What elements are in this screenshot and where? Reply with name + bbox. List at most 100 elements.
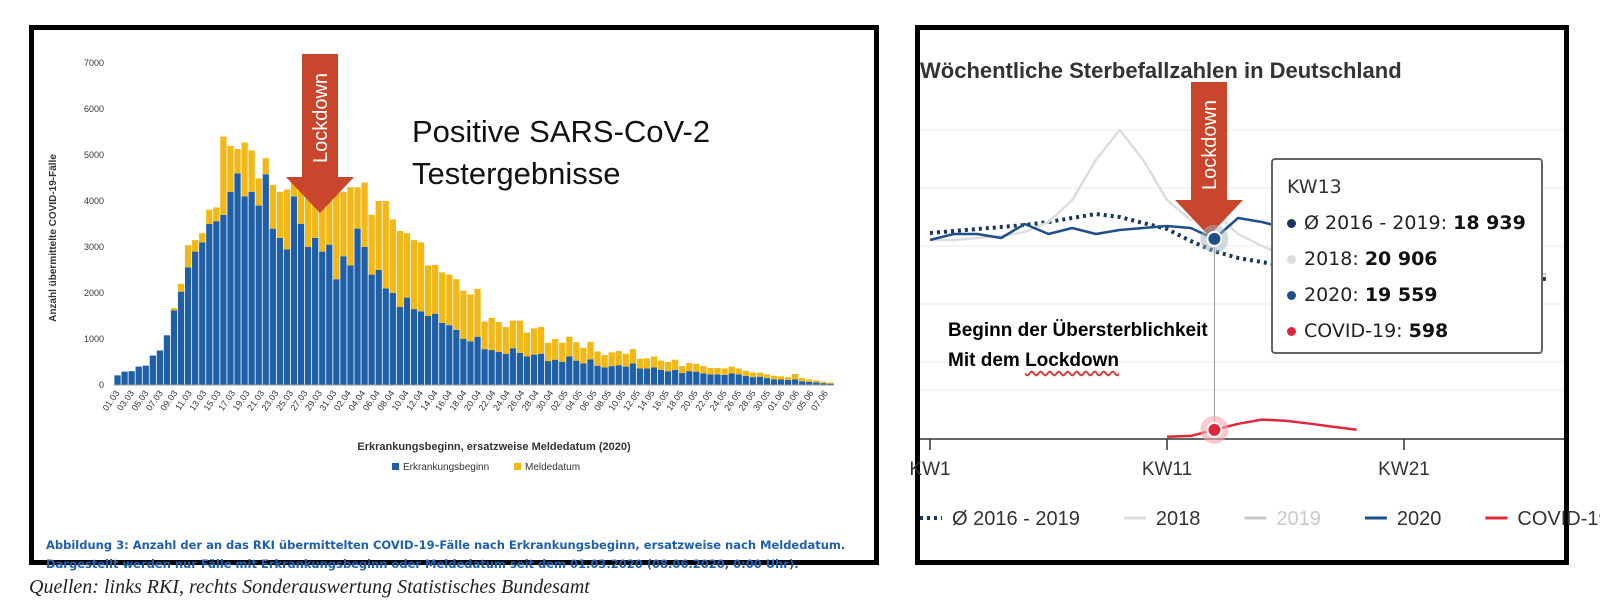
bar-erkrankungsbeginn xyxy=(587,359,594,385)
bar-erkrankungsbeginn xyxy=(523,356,531,385)
bar-erkrankungsbeginn xyxy=(700,373,707,385)
chart-title-line2: Testergebnisse xyxy=(412,156,621,191)
bar-erkrankungsbeginn xyxy=(312,237,319,385)
bar-meldedatum xyxy=(220,136,227,215)
bar-meldedatum xyxy=(184,245,192,268)
bar-meldedatum xyxy=(544,342,552,362)
bar-meldedatum xyxy=(700,366,707,374)
destatis-chart-panel: Wöchentliche Sterbefallzahlen in Deutsch… xyxy=(909,25,1600,565)
bar-meldedatum xyxy=(269,184,276,229)
bar-erkrankungsbeginn xyxy=(340,256,347,385)
bar-meldedatum xyxy=(389,219,396,293)
bar-meldedatum xyxy=(721,368,728,375)
y-tick-label: 7000 xyxy=(84,58,104,68)
bar-erkrankungsbeginn xyxy=(177,291,185,385)
bar-erkrankungsbeginn xyxy=(206,224,213,385)
bar-erkrankungsbeginn xyxy=(502,353,509,385)
lockdown-label: Lockdown xyxy=(1199,100,1221,190)
bar-erkrankungsbeginn xyxy=(749,377,756,385)
series-line xyxy=(929,212,1547,281)
bar-erkrankungsbeginn xyxy=(382,288,389,385)
bar-erkrankungsbeginn xyxy=(396,306,404,385)
bar-erkrankungsbeginn xyxy=(530,354,538,385)
bar-erkrankungsbeginn xyxy=(234,173,241,385)
bar-erkrankungsbeginn xyxy=(537,353,545,385)
bar-meldedatum xyxy=(326,191,333,245)
bar-erkrankungsbeginn xyxy=(742,375,749,385)
bar-meldedatum xyxy=(664,362,672,372)
bar-meldedatum xyxy=(573,342,580,361)
bar-meldedatum xyxy=(516,320,524,353)
bar-erkrankungsbeginn xyxy=(283,249,291,385)
bar-meldedatum xyxy=(650,356,658,368)
bar-meldedatum xyxy=(460,290,467,339)
bar-meldedatum xyxy=(439,272,446,323)
y-tick-label: 0 xyxy=(99,380,104,390)
bar-meldedatum xyxy=(227,145,234,192)
bar-erkrankungsbeginn xyxy=(693,371,700,385)
bar-erkrankungsbeginn xyxy=(707,374,714,385)
bar-meldedatum xyxy=(396,230,404,307)
bar-erkrankungsbeginn xyxy=(192,251,199,385)
bar-erkrankungsbeginn xyxy=(784,379,792,385)
bar-erkrankungsbeginn xyxy=(326,244,333,385)
lockdown-label: Lockdown xyxy=(310,73,332,163)
excess-mortality-note: Beginn der Übersterblichkeit Mit dem Loc… xyxy=(948,316,1208,376)
bar-erkrankungsbeginn xyxy=(403,297,411,385)
bar-erkrankungsbeginn xyxy=(184,267,192,385)
bar-erkrankungsbeginn xyxy=(763,378,771,385)
bar-meldedatum xyxy=(629,349,636,364)
bar-meldedatum xyxy=(827,382,834,384)
bar-meldedatum xyxy=(333,191,340,280)
bar-meldedatum xyxy=(735,368,742,375)
bar-erkrankungsbeginn xyxy=(375,270,382,385)
bar-erkrankungsbeginn xyxy=(629,363,636,385)
legend-label: COVID-19 xyxy=(1517,508,1600,530)
bar-erkrankungsbeginn xyxy=(446,325,453,385)
bar-erkrankungsbeginn xyxy=(297,224,305,385)
bar-meldedatum xyxy=(213,207,220,222)
bar-erkrankungsbeginn xyxy=(368,274,375,385)
bar-meldedatum xyxy=(784,377,792,380)
bar-erkrankungsbeginn xyxy=(361,247,368,385)
bar-meldedatum xyxy=(615,350,622,366)
bar-meldedatum xyxy=(587,341,594,360)
bar-meldedatum xyxy=(580,347,587,364)
bar-meldedatum xyxy=(297,182,305,224)
y-tick-label: 4000 xyxy=(84,196,104,206)
bar-meldedatum xyxy=(813,380,820,383)
bar-meldedatum xyxy=(319,187,326,252)
bar-meldedatum xyxy=(403,233,411,298)
bar-meldedatum xyxy=(340,191,347,257)
bar-meldedatum xyxy=(636,358,644,369)
y-tick-label: 5000 xyxy=(84,150,104,160)
bar-meldedatum xyxy=(495,321,502,352)
tooltip: KW13 Ø 2016 - 2019: 18 939 2018: 20 906 … xyxy=(1271,158,1543,354)
bar-meldedatum xyxy=(756,372,764,377)
bar-meldedatum xyxy=(361,182,368,247)
bar-meldedatum xyxy=(290,181,298,197)
rki-chart-panel: 0 1000 2000 3000 4000 5000 6000 7000 01.03 03.03… xyxy=(29,25,879,571)
x-tick-label: KW1 xyxy=(909,459,950,480)
bar-erkrankungsbeginn xyxy=(615,365,622,385)
bar-meldedatum xyxy=(552,339,559,360)
bar-meldedatum xyxy=(707,367,714,375)
bar-erkrankungsbeginn xyxy=(453,329,460,385)
bar-erkrankungsbeginn xyxy=(509,348,516,385)
bar-erkrankungsbeginn xyxy=(474,336,481,385)
tooltip-row-covid: COVID-19: 598 xyxy=(1287,320,1448,342)
bar-erkrankungsbeginn xyxy=(806,381,813,385)
bar-meldedatum xyxy=(749,372,756,378)
legend-label: 2020 xyxy=(1397,508,1442,530)
bar-erkrankungsbeginn xyxy=(657,369,665,385)
bar-meldedatum xyxy=(481,321,488,350)
bar-erkrankungsbeginn xyxy=(650,367,658,385)
bar-meldedatum xyxy=(523,332,531,357)
bar-erkrankungsbeginn xyxy=(566,356,573,385)
bar-meldedatum xyxy=(234,149,241,174)
bar-erkrankungsbeginn xyxy=(488,350,495,385)
bar-erkrankungsbeginn xyxy=(728,373,735,385)
bar-meldedatum xyxy=(693,363,700,372)
chart-title: Wöchentliche Sterbefallzahlen in Deutsch… xyxy=(920,58,1402,83)
bar-erkrankungsbeginn xyxy=(714,374,721,385)
